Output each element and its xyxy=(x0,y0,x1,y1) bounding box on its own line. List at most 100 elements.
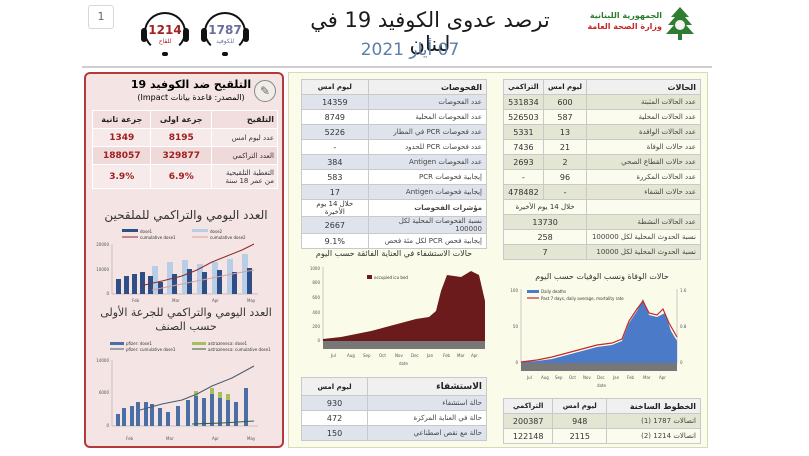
hotline-number: 1787 xyxy=(208,23,242,37)
svg-text:14000: 14000 xyxy=(96,358,109,363)
svg-text:Jan: Jan xyxy=(612,375,620,380)
table-row: عدد الحالات المحلية 587 526503 xyxy=(503,109,701,125)
svg-text:Jan: Jan xyxy=(426,353,434,358)
table-row: عدد الحالات المكررة 96- xyxy=(503,169,701,185)
ministry-logo-text: الجمهورية اللبنانية وزارة الصحة العامة xyxy=(587,11,662,31)
hotline-label: للقاح xyxy=(158,38,172,45)
table-row: عدد الحالات النشطة 13730 xyxy=(502,214,701,230)
hospitalization-table: الاستشفاء ليوم امس حالة استشفاء 930 حالة … xyxy=(300,377,487,441)
hotline-number: 1214 xyxy=(148,23,182,37)
tests-table: الفحوصات ليوم امس عدد الفحوصات 14359 عدد … xyxy=(301,79,488,249)
vaccinated-chart-title: العدد اليومي والتراكمي للملقحين xyxy=(104,208,268,222)
svg-text:Feb: Feb xyxy=(132,298,140,303)
svg-text:800: 800 xyxy=(312,280,320,285)
svg-text:1000: 1000 xyxy=(310,266,321,271)
svg-text:May: May xyxy=(247,298,256,303)
cases-table: الحالات ليوم امس التراكمي عدد الحالات ال… xyxy=(502,79,701,260)
svg-text:6000: 6000 xyxy=(99,390,110,395)
table-row: العدد التراكمي 329877 188057 xyxy=(91,146,278,165)
report-date: 07 أيار 2021 xyxy=(360,40,460,60)
vaccination-title: التلقيح ضد الكوفيد 19 xyxy=(130,78,252,91)
hotline-covid: 1787 للكوفيد xyxy=(200,8,250,58)
table-row: عدد الحالات الوافدة 13 5331 xyxy=(503,124,701,140)
svg-text:Jul: Jul xyxy=(526,375,532,380)
svg-text:100: 100 xyxy=(510,288,518,293)
svg-text:Dec: Dec xyxy=(597,375,605,380)
svg-text:Feb: Feb xyxy=(126,436,134,441)
svg-text:Past 7 days, daily average, mo: Past 7 days, daily average, mortality ra… xyxy=(541,296,624,301)
table-row: نسبة الفحوصات المحلية لكل 100000 2667 xyxy=(301,216,488,234)
svg-text:Dec: Dec xyxy=(411,353,419,358)
svg-text:cumulative dose1: cumulative dose1 xyxy=(140,235,176,240)
svg-text:Nov: Nov xyxy=(395,353,403,358)
hotline-label: للكوفيد xyxy=(215,38,235,45)
svg-text:1.6: 1.6 xyxy=(680,288,687,293)
table-row: إيجابية فحص PCR لكل مئة فحص 9.1% xyxy=(301,233,488,249)
table-row: حالة في العناية المركزة 472 xyxy=(300,410,487,426)
svg-text:pfizer: dose1: pfizer: dose1 xyxy=(126,341,152,346)
table-row: عدد حالات الوفاة 21 7436 xyxy=(503,139,701,155)
svg-text:0: 0 xyxy=(680,360,683,365)
svg-text:cumulative dose2: cumulative dose2 xyxy=(210,235,246,240)
icu-chart: 1000 800 600 400 200 0 occupied icu bed … xyxy=(310,266,485,366)
syringe-icon: ✎ xyxy=(254,80,276,102)
table-row: اتصالات 1214 (2) 2115 122148 xyxy=(502,428,701,444)
table-row: خلال 14 يوم الأخيرة xyxy=(502,199,701,215)
table-row: عدد الفحوصات 14359 xyxy=(301,94,488,110)
svg-text:400: 400 xyxy=(312,310,320,315)
statistics-panel: الفحوصات ليوم امس عدد الفحوصات 14359 عدد … xyxy=(288,72,708,448)
svg-text:Nov: Nov xyxy=(583,375,591,380)
table-row: إيجابية فحوصات Antigen 17 xyxy=(301,184,488,200)
svg-text:occupied icu bed: occupied icu bed xyxy=(374,275,408,280)
deaths-chart-title: حالات الوفاة ونسب الوفيات حسب اليوم xyxy=(535,272,669,281)
hotline-vaccine: 1214 للقاح xyxy=(140,8,190,58)
svg-text:Apr: Apr xyxy=(659,375,666,380)
vaccination-source: (المصدر: قاعدة بيانات Impact) xyxy=(137,93,245,102)
svg-text:Apr: Apr xyxy=(212,436,219,441)
svg-text:Oct: Oct xyxy=(569,375,576,380)
svg-text:Aug: Aug xyxy=(347,353,355,358)
svg-text:astrazeneca: dose1: astrazeneca: dose1 xyxy=(208,341,248,346)
table-row: حالة مع نقص اصطناعي 150 xyxy=(300,425,487,441)
table-row: اتصالات 1787 (1) 948 200387 xyxy=(502,413,701,429)
table-row: عدد فحوصات PCR في المطار 5226 xyxy=(301,124,488,140)
svg-text:0: 0 xyxy=(106,291,109,296)
vaccinated-chart: dose1 dose2 cumulative dose1 cumulative … xyxy=(96,229,258,303)
table-row: حالة استشفاء 930 xyxy=(300,395,487,411)
table-row: عدد الحالات المثبتة 600 531834 xyxy=(503,94,701,110)
svg-text:May: May xyxy=(247,436,256,441)
table-row: إيجابية فحوصات PCR 583 xyxy=(301,169,488,185)
table-row: عدد فحوصات PCR للحدود - xyxy=(301,139,488,155)
svg-text:pfizer: cumulative dose1: pfizer: cumulative dose1 xyxy=(126,347,176,352)
svg-text:Mar: Mar xyxy=(172,298,180,303)
svg-text:200: 200 xyxy=(312,324,320,329)
table-row: عدد حالات القطاع الصحي 2 2693 xyxy=(503,154,701,170)
hotlines-table: الخطوط الساخنة ليوم امس التراكمي اتصالات… xyxy=(502,398,701,444)
svg-text:date: date xyxy=(399,361,409,366)
svg-text:10000: 10000 xyxy=(96,267,109,272)
svg-text:600: 600 xyxy=(312,295,320,300)
dose1-by-type-chart: pfizer: dose1 astrazeneca: dose1 pfizer:… xyxy=(96,341,271,441)
svg-text:0: 0 xyxy=(515,360,518,365)
dose1-by-type-chart-title: العدد اليومي والتراكمي للجرعة الأولى حسب… xyxy=(100,306,272,333)
page-title: ترصد عدوى الكوفيد 19 في لبنان xyxy=(310,8,550,56)
svg-text:Apr: Apr xyxy=(212,298,219,303)
svg-text:date: date xyxy=(597,383,607,388)
svg-text:Sep: Sep xyxy=(363,353,371,358)
table-row: عدد حالات الشفاء -478482 xyxy=(503,184,701,200)
svg-text:0: 0 xyxy=(317,338,320,343)
table-row: مؤشرات الفحوصات خلال 14 يوم الأخيرة xyxy=(301,199,488,217)
deaths-chart: 100 50 0 1.6 0.8 0 Daily deaths Past 7 d… xyxy=(510,288,687,388)
svg-text:dose1: dose1 xyxy=(140,229,153,234)
svg-text:Jul: Jul xyxy=(330,353,336,358)
svg-text:Oct: Oct xyxy=(379,353,386,358)
svg-text:50: 50 xyxy=(513,324,519,329)
svg-text:Feb: Feb xyxy=(627,375,635,380)
table-row: التغطية التلقيحية من عمر 18 سنة 6.9% 3.9… xyxy=(91,164,278,189)
svg-text:Mar: Mar xyxy=(457,353,465,358)
icu-chart-title: حالات الاستشفاء في العناية الفائقة حسب ا… xyxy=(315,249,473,258)
vaccination-table: التلقيح جرعة اولى جرعة ثانية عدد ليوم ام… xyxy=(91,110,278,189)
svg-text:Mar: Mar xyxy=(643,375,651,380)
cedar-logo-icon xyxy=(666,7,694,40)
svg-text:Daily deaths: Daily deaths xyxy=(541,289,566,294)
